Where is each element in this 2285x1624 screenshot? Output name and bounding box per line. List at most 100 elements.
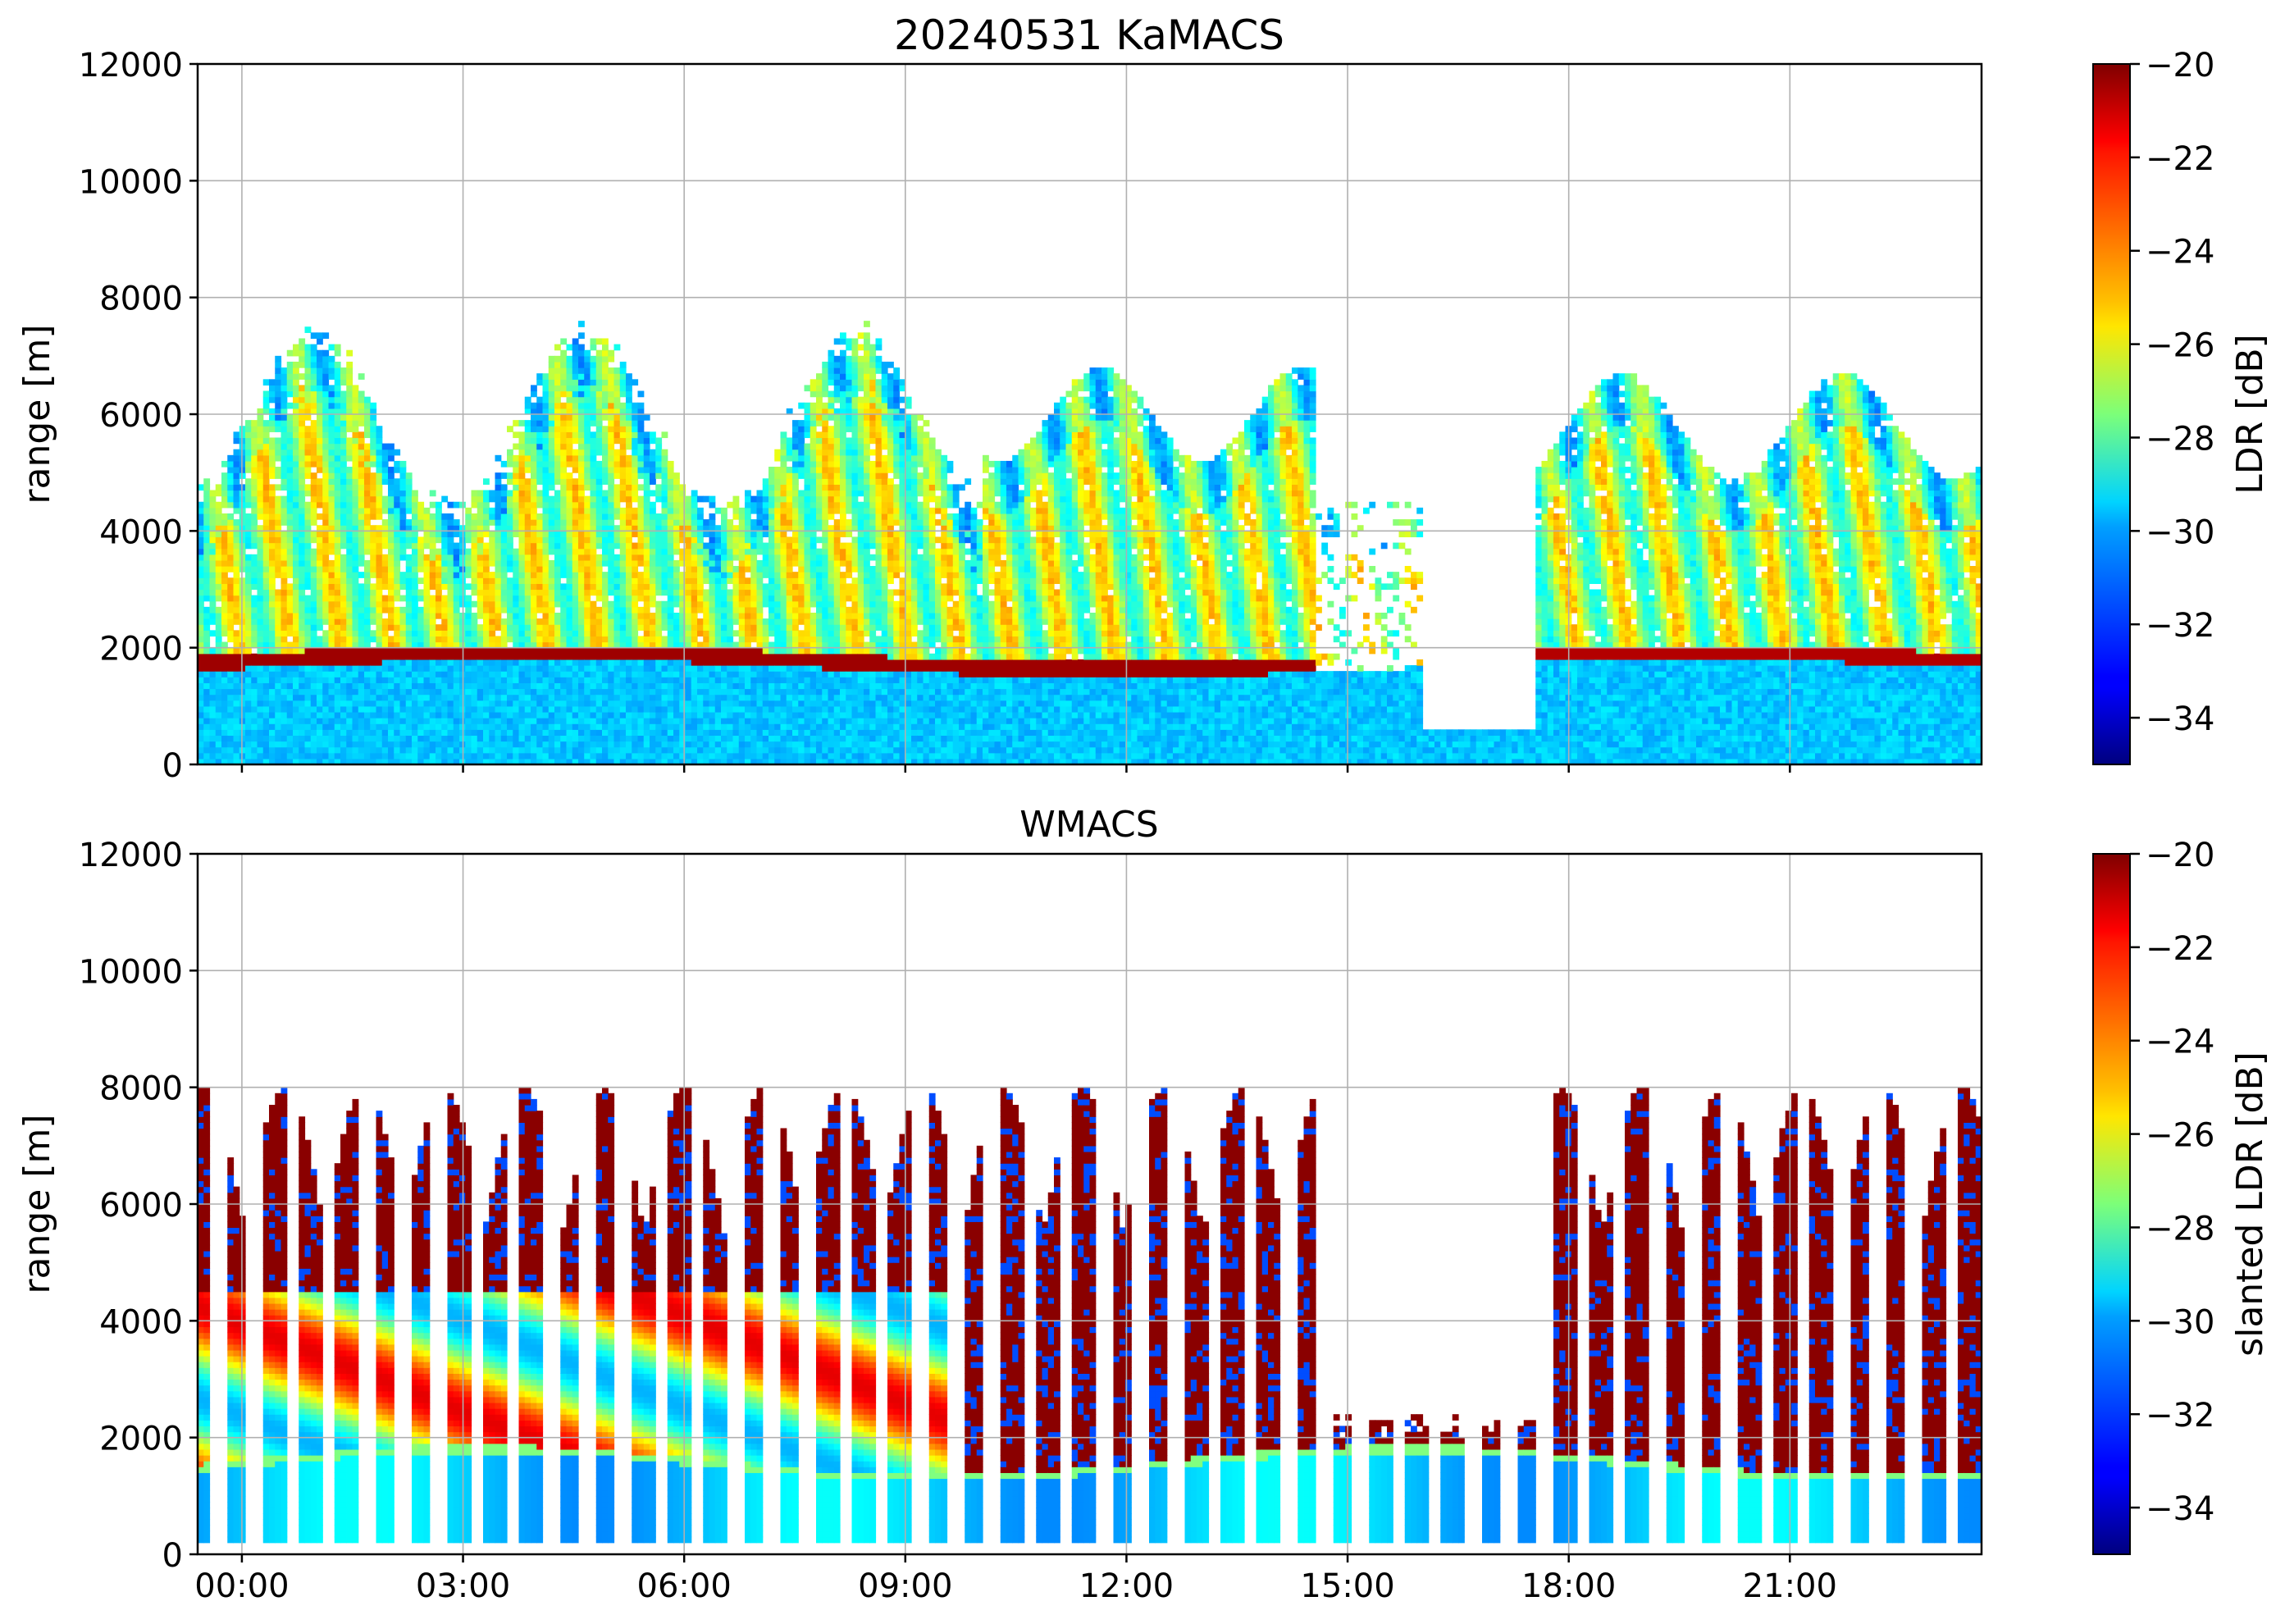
heatmap-cell xyxy=(643,641,650,649)
heatmap-cell xyxy=(346,612,353,619)
heatmap-cell xyxy=(703,729,710,737)
heatmap-cell xyxy=(613,665,621,672)
heatmap-cell xyxy=(352,641,359,649)
heatmap-cell xyxy=(370,536,377,544)
heatmap-cell xyxy=(251,746,258,754)
heatmap-cell xyxy=(304,390,312,398)
heatmap-cell xyxy=(412,600,418,608)
heatmap-cell xyxy=(495,454,502,462)
heatmap-cell xyxy=(524,589,531,596)
heatmap-cell xyxy=(436,630,442,637)
heatmap-cell xyxy=(655,618,663,625)
heatmap-cell xyxy=(572,402,579,409)
heatmap-cell xyxy=(595,426,603,432)
heatmap-cell xyxy=(441,641,449,649)
heatmap-cell xyxy=(257,472,264,479)
heatmap-cell xyxy=(542,589,550,596)
heatmap-cell xyxy=(364,542,371,550)
heatmap-cell xyxy=(608,688,615,696)
heatmap-cell xyxy=(578,490,585,497)
heatmap-cell xyxy=(394,723,401,730)
heatmap-cell xyxy=(245,513,252,520)
heatmap-cell xyxy=(655,705,663,713)
heatmap-cell xyxy=(304,665,312,672)
heatmap-cell xyxy=(709,624,716,631)
heatmap-cell xyxy=(436,566,442,573)
heatmap-cell xyxy=(595,641,603,649)
heatmap-cell xyxy=(453,630,460,637)
heatmap-cell xyxy=(518,723,526,730)
heatmap-cell xyxy=(269,559,276,567)
heatmap-cell xyxy=(483,688,490,696)
heatmap-cell xyxy=(317,431,323,439)
heatmap-cell xyxy=(269,577,276,584)
heatmap-cell xyxy=(507,595,513,602)
heatmap-cell xyxy=(388,694,395,701)
heatmap-cell xyxy=(441,495,449,503)
heatmap-cell xyxy=(518,536,526,544)
heatmap-cell xyxy=(423,705,431,713)
heatmap-cell xyxy=(709,525,716,531)
heatmap-cell xyxy=(500,595,508,602)
heatmap-cell xyxy=(257,507,264,514)
heatmap-cell xyxy=(280,659,288,666)
heatmap-cell xyxy=(495,688,502,696)
heatmap-cell xyxy=(310,705,317,713)
heatmap-cell xyxy=(310,618,317,625)
heatmap-cell xyxy=(334,426,341,432)
heatmap-cell xyxy=(399,513,407,520)
heatmap-cell xyxy=(489,583,496,591)
heatmap-cell xyxy=(453,618,460,625)
heatmap-cell xyxy=(566,688,573,696)
heatmap-cell xyxy=(518,641,526,649)
heatmap-cell xyxy=(352,495,359,503)
heatmap-cell xyxy=(293,548,299,555)
heatmap-cell xyxy=(299,741,306,748)
heatmap-cell xyxy=(334,682,341,690)
heatmap-cell xyxy=(650,700,656,707)
heatmap-cell xyxy=(381,718,389,724)
heatmap-cell xyxy=(602,659,609,666)
heatmap-cell xyxy=(233,490,240,497)
heatmap-cell xyxy=(317,624,323,631)
heatmap-cell xyxy=(548,385,555,392)
heatmap-cell xyxy=(381,572,389,578)
heatmap-cell xyxy=(334,531,341,538)
heatmap-cell xyxy=(650,583,656,591)
heatmap-cell xyxy=(352,559,359,567)
heatmap-cell xyxy=(198,671,204,677)
heatmap-cell xyxy=(613,513,621,520)
heatmap-cell xyxy=(500,677,508,683)
heatmap-cell xyxy=(299,443,306,450)
heatmap-cell xyxy=(602,618,609,625)
heatmap-cell xyxy=(322,718,330,724)
heatmap-cell xyxy=(328,688,335,696)
heatmap-cell xyxy=(477,741,484,748)
heatmap-cell xyxy=(453,711,460,718)
heatmap-cell xyxy=(590,472,597,479)
heatmap-cell xyxy=(483,729,490,737)
heatmap-cell xyxy=(524,624,531,631)
heatmap-cell xyxy=(328,583,335,591)
heatmap-cell xyxy=(655,723,663,730)
heatmap-cell xyxy=(518,525,526,531)
heatmap-cell xyxy=(376,729,383,737)
heatmap-cell xyxy=(524,606,531,614)
heatmap-cell xyxy=(346,595,353,602)
heatmap-cell xyxy=(679,653,686,660)
heatmap-cell xyxy=(275,618,282,625)
heatmap-cell xyxy=(317,396,323,404)
heatmap-cell xyxy=(322,729,330,737)
heatmap-cell xyxy=(542,472,550,479)
heatmap-cell xyxy=(709,688,716,696)
heatmap-cell xyxy=(513,746,520,754)
heatmap-cell xyxy=(590,606,597,614)
heatmap-cell xyxy=(405,665,413,672)
heatmap-cell xyxy=(352,630,359,637)
heatmap-cell xyxy=(548,379,555,386)
heatmap-cell xyxy=(227,454,235,462)
heatmap-cell xyxy=(412,501,418,509)
heatmap-cell xyxy=(590,653,597,660)
heatmap-cell xyxy=(376,484,383,491)
heatmap-cell xyxy=(417,741,425,748)
